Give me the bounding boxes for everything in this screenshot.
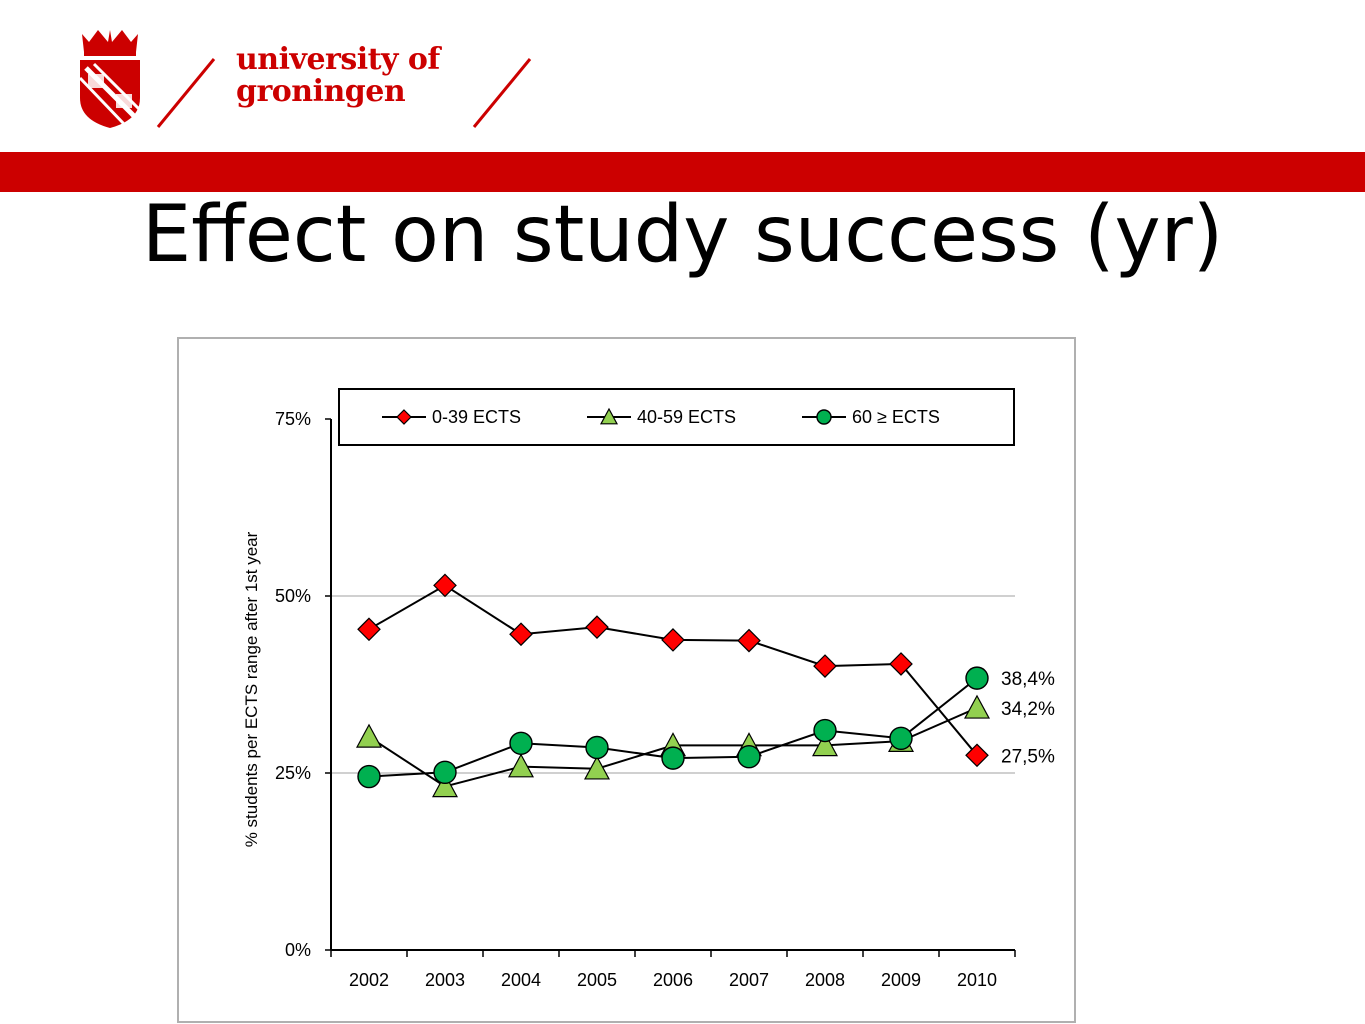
line-chart: 0% 25% 50% 75% 2002 2003 2004 2005 2006 2007 2008 2…: [242, 388, 1055, 990]
legend-label: 60 ≥ ECTS: [852, 407, 940, 427]
data-point: [583, 755, 611, 780]
end-value-label: 34,2%: [1001, 699, 1055, 720]
y-tick-label: 25%: [275, 763, 311, 783]
series-line-0: [368, 584, 978, 756]
x-tick-label: 2005: [577, 970, 617, 990]
legend: [338, 388, 1015, 446]
legend-marker: [396, 409, 412, 425]
data-point: [963, 694, 991, 719]
x-tick-label: 2003: [425, 970, 465, 990]
data-point: [965, 666, 989, 690]
university-logo[interactable]: [76, 28, 636, 138]
data-point: [509, 622, 533, 647]
crown-icon: [82, 30, 138, 56]
legend-marker: [816, 409, 832, 425]
logo-graphic: [78, 30, 532, 128]
x-tick-label: 2008: [805, 970, 845, 990]
data-point: [585, 615, 609, 640]
logo-wordmark: university of groningen: [236, 44, 440, 108]
x-tick-label: 2004: [501, 970, 541, 990]
logo-line-2: groningen: [236, 74, 406, 109]
legend-label: 0-39 ECTS: [432, 407, 521, 427]
end-value-label: 38,4%: [1001, 669, 1055, 690]
x-tick-label: 2009: [881, 970, 921, 990]
data-point: [737, 628, 761, 653]
logo-slash-left: [156, 58, 216, 128]
x-tick-label: 2010: [957, 970, 997, 990]
data-point: [965, 743, 989, 768]
data-point: [813, 654, 837, 678]
chart-frame: 0% 25% 50% 75% 2002 2003 2004 2005 2006 2007 2008 2…: [177, 337, 1076, 1023]
data-point: [509, 731, 533, 755]
header-red-bar: [0, 152, 1365, 192]
y-tick-label: 0%: [285, 940, 311, 960]
legend-marker: [599, 407, 619, 425]
data-point: [661, 746, 685, 770]
logo-slash-right: [472, 58, 532, 128]
data-point: [889, 652, 913, 676]
x-tick-label: 2002: [349, 970, 389, 990]
y-tick-label: 75%: [275, 409, 311, 429]
y-tick-label: 50%: [275, 586, 311, 606]
data-point: [431, 773, 459, 798]
data-point: [433, 760, 457, 784]
data-point: [357, 764, 381, 789]
data-point: [433, 573, 457, 598]
logo-line-1: university of: [236, 42, 440, 77]
data-point: [813, 718, 837, 743]
data-point: [811, 732, 839, 757]
data-point: [737, 745, 761, 769]
slide-title: Effect on study success (yr): [141, 190, 1224, 280]
data-point: [357, 617, 381, 642]
data-point: [355, 723, 383, 748]
end-value-label: 27,5%: [1001, 746, 1055, 767]
x-tick-label: 2006: [653, 970, 693, 990]
y-axis-label: % students per ECTS range after 1st year: [242, 531, 261, 847]
data-point: [507, 753, 535, 778]
data-point: [585, 735, 609, 760]
x-tick-label: 2007: [729, 970, 769, 990]
legend-label: 40-59 ECTS: [637, 407, 736, 427]
data-point: [661, 628, 685, 652]
shield-icon: [78, 60, 142, 128]
data-point: [889, 726, 913, 751]
